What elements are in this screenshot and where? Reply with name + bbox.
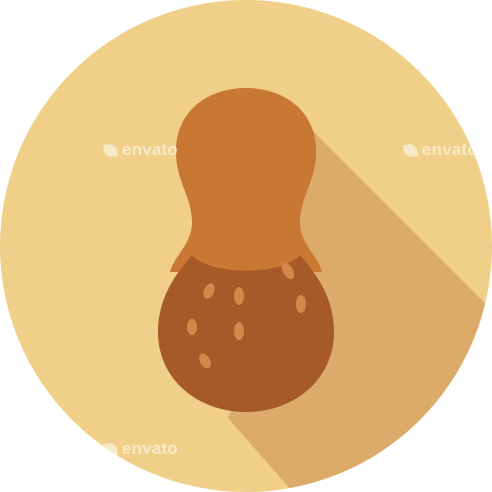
peanut-shell-bottom (157, 255, 335, 412)
shell-texture-dots (187, 262, 306, 369)
peanut-shell-top (170, 88, 322, 272)
